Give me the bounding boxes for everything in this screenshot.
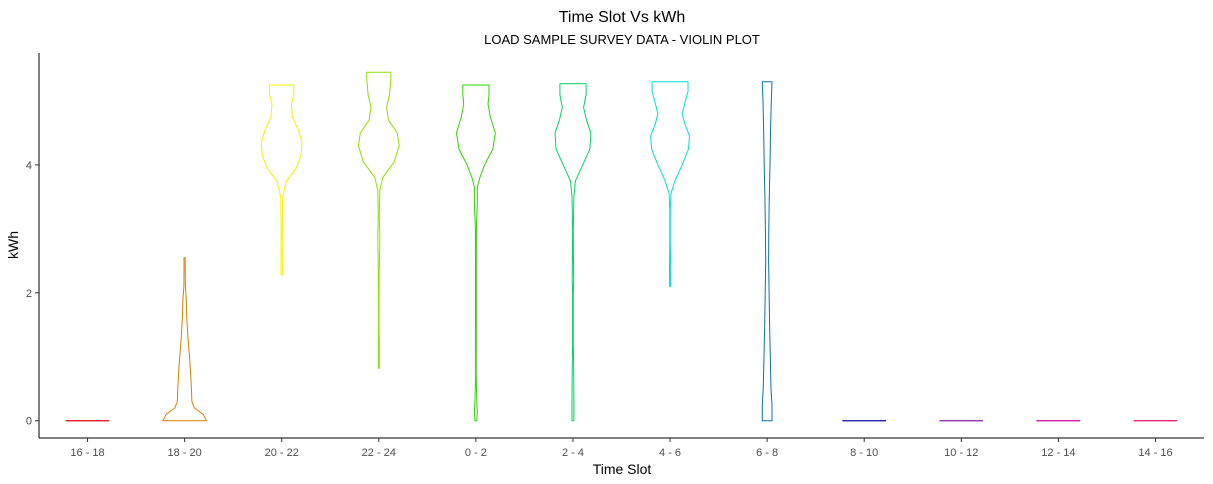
violin-6-8 xyxy=(761,81,773,422)
x-tick-label: 0 - 2 xyxy=(465,447,487,459)
axis-ticks: 16 - 18 18 - 20 20 - 22 22 - 24 0 - 2 2 - 4 4 … xyxy=(26,160,1173,459)
x-tick-label: 20 - 22 xyxy=(265,447,299,459)
y-tick-label: 0 xyxy=(26,416,32,428)
x-tick-label: 8 - 10 xyxy=(850,447,878,459)
x-tick-label: 16 - 18 xyxy=(70,447,104,459)
violin-4-6 xyxy=(650,81,690,287)
violin-20-22 xyxy=(260,84,303,276)
x-tick-label: 14 - 16 xyxy=(1138,447,1172,459)
x-tick-label: 2 - 4 xyxy=(562,447,584,459)
y-axis-label: kWh xyxy=(5,231,21,259)
x-tick-label: 4 - 6 xyxy=(659,447,681,459)
x-axis-label: Time Slot xyxy=(593,461,652,477)
y-tick-label: 4 xyxy=(26,160,32,172)
x-tick-label: 6 - 8 xyxy=(756,447,778,459)
x-tick-label: 18 - 20 xyxy=(168,447,202,459)
violin-0-2 xyxy=(456,84,496,422)
violin-2-4 xyxy=(554,83,592,422)
plot-area xyxy=(65,71,1178,422)
violin-22-24 xyxy=(357,71,400,369)
x-tick-label: 22 - 24 xyxy=(362,447,396,459)
x-tick-label: 12 - 14 xyxy=(1041,447,1075,459)
y-tick-label: 2 xyxy=(26,288,32,300)
x-tick-label: 10 - 12 xyxy=(944,447,978,459)
violin-18-20 xyxy=(162,257,207,422)
chart-subtitle: LOAD SAMPLE SURVEY DATA - VIOLIN PLOT xyxy=(484,32,760,47)
chart-title: Time Slot Vs kWh xyxy=(559,9,686,26)
